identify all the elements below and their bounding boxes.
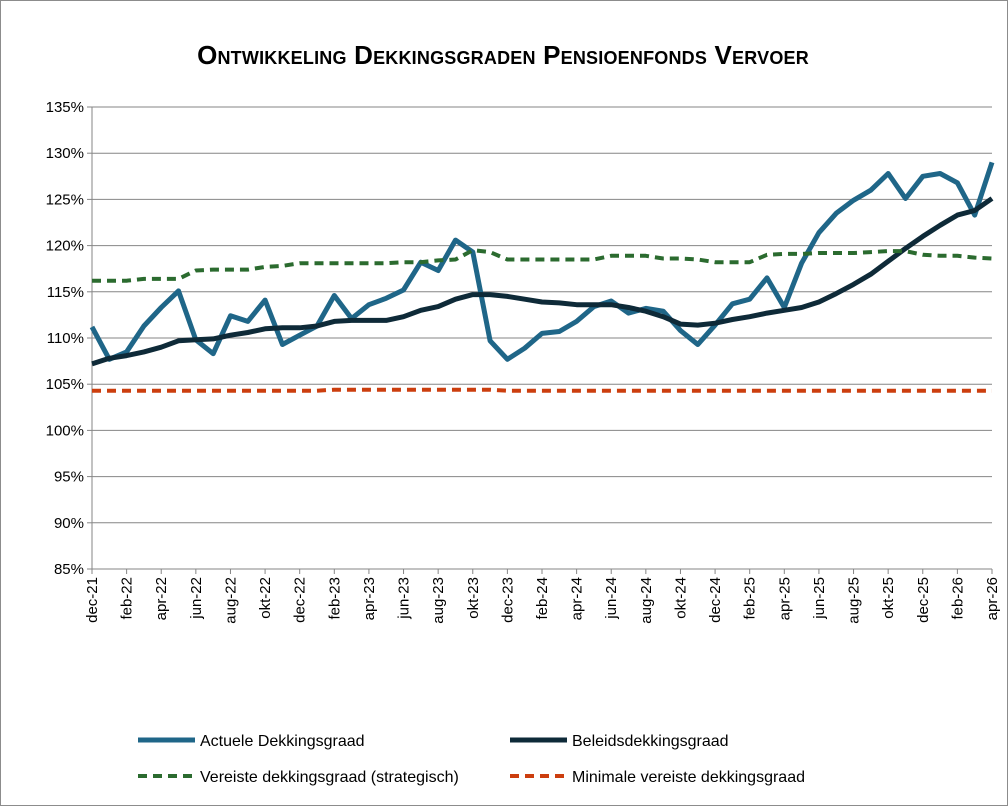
- x-tick-label: feb-23: [326, 577, 343, 620]
- series-group: [89, 161, 995, 393]
- legend-label-3: Vereiste dekkingsgraad (strategisch): [200, 769, 459, 786]
- x-tick-label: feb-25: [742, 577, 759, 620]
- y-tick-label: 115%: [47, 284, 84, 301]
- y-tick-label: 125%: [46, 191, 84, 208]
- series-line-3: [92, 248, 993, 283]
- x-tick-label: feb-24: [534, 577, 551, 620]
- x-tick-label: apr-22: [153, 577, 170, 620]
- x-tick-label: jun-22: [188, 577, 205, 620]
- y-axis-ticks: 85% 90% 95% 100% 105% 110% 115% 120% 125% 130% 135…: [46, 99, 92, 578]
- x-tick-label: okt-23: [465, 577, 482, 619]
- x-tick-label: feb-22: [119, 577, 136, 620]
- x-tick-label: feb-26: [949, 577, 966, 620]
- x-tick-label: okt-22: [257, 577, 274, 619]
- y-tick-label: 85%: [54, 561, 84, 578]
- x-tick-label: dec-21: [84, 577, 101, 623]
- x-tick-label: jun-25: [811, 577, 828, 620]
- x-tick-label: apr-25: [776, 577, 793, 620]
- series-line-4: [92, 387, 992, 393]
- series-line-2: [91, 196, 994, 367]
- x-tick-label: aug-23: [430, 577, 447, 624]
- x-tick-label: apr-26: [984, 577, 1001, 620]
- legend-label-4: Minimale vereiste dekkingsgraad: [572, 769, 805, 786]
- legend-label-1: Actuele Dekkingsgraad: [200, 733, 365, 750]
- x-tick-label: okt-24: [672, 577, 689, 619]
- x-tick-label: okt-25: [880, 577, 897, 619]
- legend: Actuele Dekkingsgraad Beleidsdekkingsgraa…: [138, 733, 805, 786]
- x-axis-ticks: dec-21 feb-22 apr-22 jun-22 aug-22 okt-22 dec-…: [84, 569, 1001, 624]
- x-tick-label: dec-23: [499, 577, 516, 623]
- y-tick-label: 90%: [54, 515, 84, 532]
- x-tick-label: aug-25: [846, 577, 863, 624]
- x-tick-label: aug-22: [222, 577, 239, 624]
- x-tick-label: apr-24: [569, 577, 586, 620]
- y-tick-label: 135%: [46, 99, 84, 116]
- x-tick-label: jun-24: [603, 577, 620, 620]
- x-tick-label: apr-23: [361, 577, 378, 620]
- x-tick-label: jun-23: [396, 577, 413, 620]
- y-tick-label: 130%: [46, 145, 84, 162]
- x-tick-label: dec-22: [292, 577, 309, 623]
- y-tick-label: 100%: [46, 422, 84, 439]
- y-tick-label: 105%: [46, 376, 84, 393]
- x-tick-label: aug-24: [638, 577, 655, 624]
- gridlines: [92, 106, 992, 524]
- y-tick-label: 120%: [46, 238, 84, 255]
- x-tick-label: dec-25: [915, 577, 932, 623]
- y-tick-label: 110%: [47, 330, 84, 347]
- y-tick-label: 95%: [54, 469, 84, 486]
- legend-label-2: Beleidsdekkingsgraad: [572, 733, 729, 750]
- x-tick-label: dec-24: [707, 577, 724, 623]
- series-line-1: [89, 161, 995, 362]
- chart-title: Ontwikkeling Dekkingsgraden Pensioenfond…: [197, 40, 809, 70]
